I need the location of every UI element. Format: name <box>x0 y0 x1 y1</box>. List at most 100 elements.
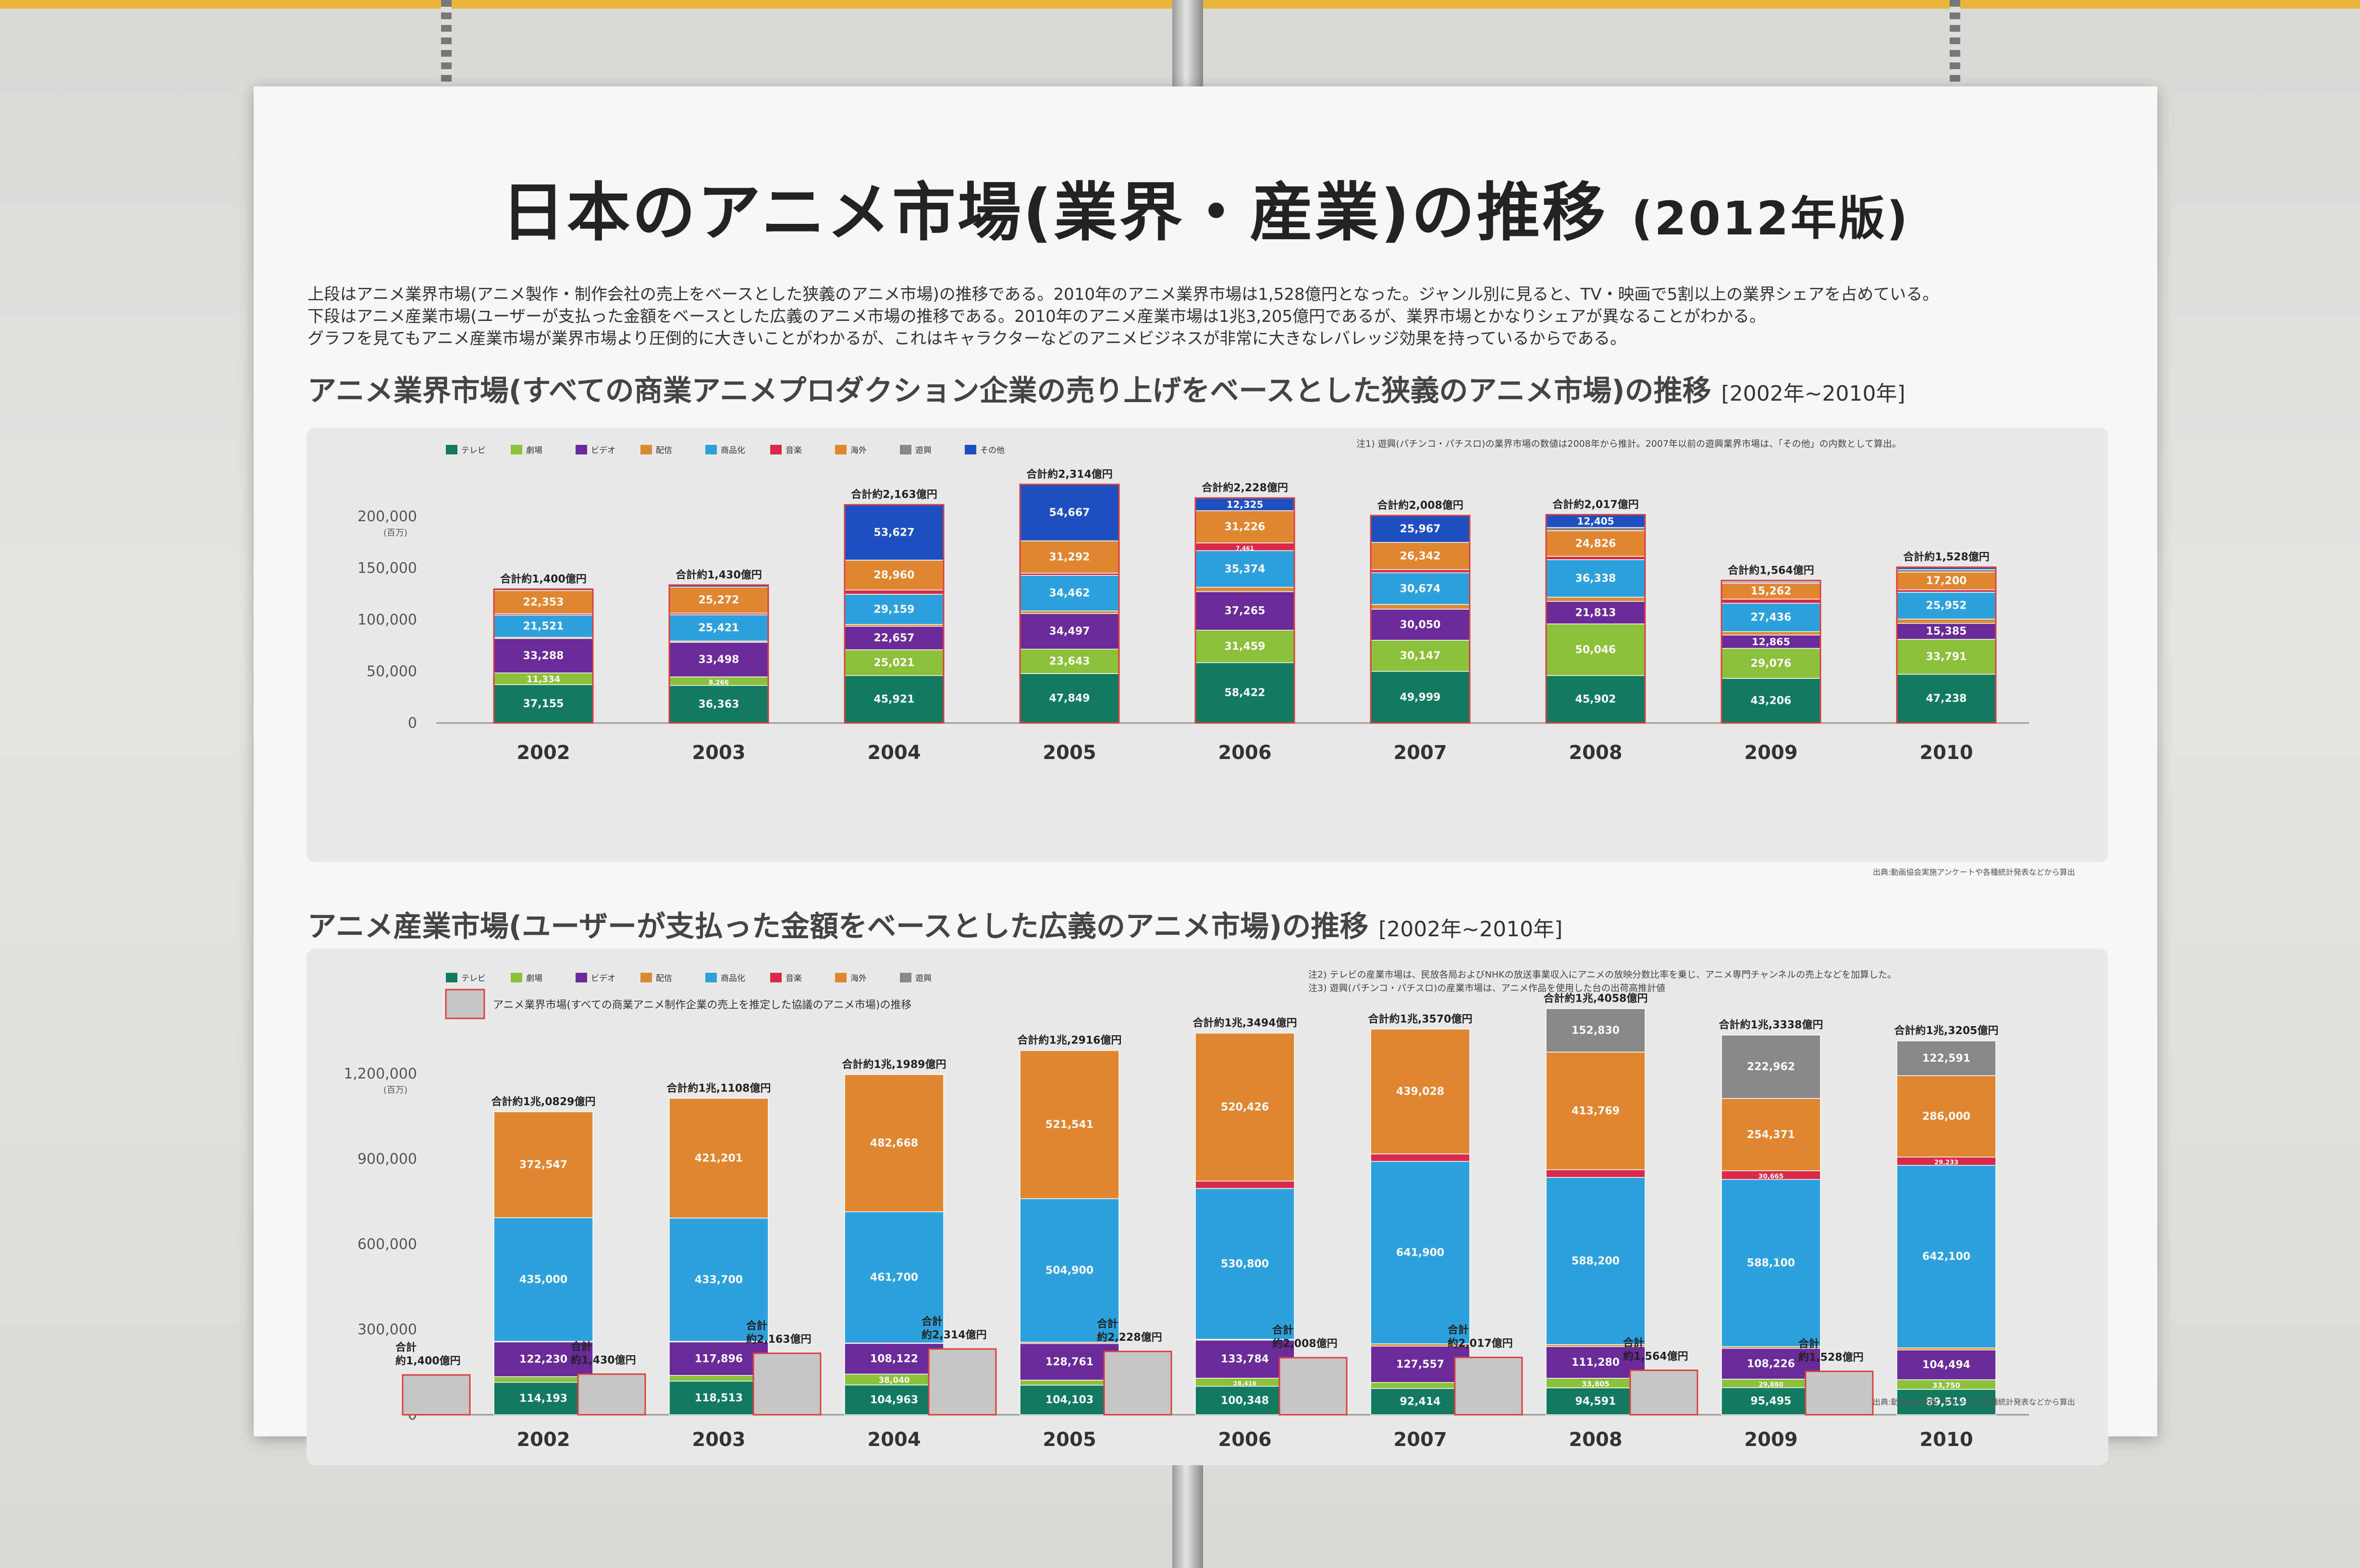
x-category-label: 2010 <box>1919 742 1973 764</box>
industry-market-box <box>402 1374 471 1416</box>
segment-value-label: 29,233 <box>1934 1159 1958 1166</box>
segment-value-label: 21,813 <box>1575 607 1616 619</box>
segment-value-label: 22,353 <box>523 596 564 608</box>
segment-value-label: 12,865 <box>1752 636 1790 648</box>
legend-swatch <box>446 445 457 454</box>
industry-market-box <box>1629 1369 1698 1416</box>
legend-swatch <box>900 445 911 454</box>
legend-swatch <box>965 445 976 454</box>
x-category-label: 2005 <box>1043 742 1096 764</box>
industry-market-box <box>928 1348 997 1416</box>
y-tick-label: 100,000 <box>357 612 417 628</box>
segment-value-label: 108,122 <box>870 1353 918 1365</box>
segment-value-label: 25,967 <box>1400 523 1441 535</box>
bar-outline <box>493 588 594 724</box>
industry-market-box <box>1103 1350 1172 1416</box>
legend-swatch <box>511 973 522 982</box>
industry-box-label: 合計 <box>395 1341 417 1354</box>
legend-label: 遊興 <box>915 446 932 455</box>
legend-label: テレビ <box>461 446 486 455</box>
segment-value-label: 29,159 <box>874 603 915 615</box>
segment-value-label: 17,200 <box>1926 575 1967 587</box>
bar-segment <box>1546 1177 1646 1345</box>
bar-total-label: 合計約1,430億円 <box>676 569 762 581</box>
bar-segment <box>1896 1349 1996 1380</box>
segment-value-label: 24,826 <box>1575 538 1616 550</box>
bar-total-label: 合計約1兆,1108億円 <box>667 1082 771 1094</box>
segment-value-label: 34,462 <box>1049 588 1090 600</box>
x-category-label: 2004 <box>867 742 921 764</box>
industry-box-label: 約2,228億円 <box>1097 1331 1162 1344</box>
bar-segment <box>1896 1075 1996 1158</box>
bar-segment <box>1721 1034 1821 1099</box>
industry-box-label: 約1,564億円 <box>1623 1350 1688 1362</box>
bar-segment <box>1020 484 1119 541</box>
segment-value-label: 421,201 <box>695 1152 743 1164</box>
bar-total-label: 合計約1兆,4058億円 <box>1544 992 1648 1005</box>
legend-label: 海外 <box>850 446 867 455</box>
industry-box-label: 約1,400億円 <box>395 1355 461 1367</box>
bar-segment <box>1195 591 1295 631</box>
bar-segment <box>1020 613 1119 650</box>
y-tick-label: 150,000 <box>357 560 417 577</box>
segment-value-label: 29,076 <box>1751 658 1792 670</box>
legend-swatch <box>770 445 782 454</box>
y-unit-label: (百万) <box>383 528 407 538</box>
bar-outline <box>844 504 945 724</box>
legend-label: 遊興 <box>915 974 932 983</box>
bar-segment <box>1721 1387 1821 1415</box>
segment-value-label: 15,385 <box>1926 625 1967 637</box>
segment-value-label: 641,900 <box>1396 1247 1444 1259</box>
segment-value-label: 482,668 <box>870 1138 918 1150</box>
segment-value-label: 28,960 <box>874 569 915 581</box>
bar-segment <box>1020 649 1119 674</box>
segment-value-label: 33,805 <box>1582 1380 1610 1388</box>
bar-segment <box>1020 673 1119 723</box>
bar-segment <box>1546 559 1646 598</box>
segment-value-label: 12,325 <box>1227 499 1264 510</box>
segment-value-label: 92,414 <box>1400 1396 1441 1408</box>
segment-value-label: 50,046 <box>1575 644 1616 656</box>
x-category-label: 2007 <box>1393 742 1447 764</box>
bar-segment <box>1195 630 1295 663</box>
bar-segment <box>844 675 944 723</box>
bar-outline <box>1019 483 1120 724</box>
bar-total-label: 合計約2,017億円 <box>1552 498 1639 511</box>
industry-market-box <box>1454 1357 1523 1416</box>
bar-segment <box>1020 575 1119 612</box>
segment-value-label: 38,040 <box>878 1375 910 1385</box>
chart1-source: 出典:動画協会実施アンケートや各種統計発表などから算出 <box>1873 868 2075 877</box>
legend-swatch <box>835 445 847 454</box>
bar-outline <box>1194 497 1295 724</box>
segment-value-label: 7,461 <box>1236 545 1254 551</box>
segment-value-label: 104,494 <box>1922 1359 1970 1371</box>
intro-line: グラフを見てもアニメ産業市場が業界市場より圧倒的に大きいことがわかるが、これはキ… <box>307 329 1627 348</box>
x-category-label: 2003 <box>692 742 745 764</box>
segment-value-label: 58,422 <box>1225 687 1266 699</box>
segment-value-label: 461,700 <box>870 1272 918 1284</box>
bar-segment <box>1721 678 1821 723</box>
bar-segment <box>1546 527 1646 531</box>
bar-segment <box>1370 604 1470 610</box>
bar-segment <box>669 1217 769 1342</box>
bar-segment <box>1546 1346 1646 1379</box>
segment-value-label: 37,265 <box>1225 605 1266 617</box>
industry-box-label: 約2,163億円 <box>746 1333 811 1346</box>
chart2-heading-years: [2002年~2010年] <box>1378 917 1563 942</box>
segment-value-label: 11,334 <box>527 674 561 685</box>
bar-segment <box>1020 1198 1119 1343</box>
bar-segment <box>1195 587 1295 592</box>
bar-segment <box>669 1381 769 1415</box>
y-unit-label: (百万) <box>383 1085 407 1095</box>
segment-value-label: 588,200 <box>1572 1255 1620 1267</box>
segment-value-label: 21,521 <box>523 621 564 633</box>
legend-label: 配信 <box>656 974 672 983</box>
title-main: 日本のアニメ市場(業界・産業)の推移 <box>501 176 1608 250</box>
x-category-label: 2002 <box>516 1429 570 1451</box>
legend-industry-box <box>445 989 485 1019</box>
segment-value-label: 435,000 <box>519 1274 567 1286</box>
x-category-label: 2008 <box>1569 1429 1622 1451</box>
chart1-heading: アニメ業界市場(すべての商業アニメプロダクション企業の売り上げをベースとした狭義… <box>307 368 1905 409</box>
bar-segment <box>1546 601 1646 625</box>
bar-segment <box>844 1074 944 1213</box>
